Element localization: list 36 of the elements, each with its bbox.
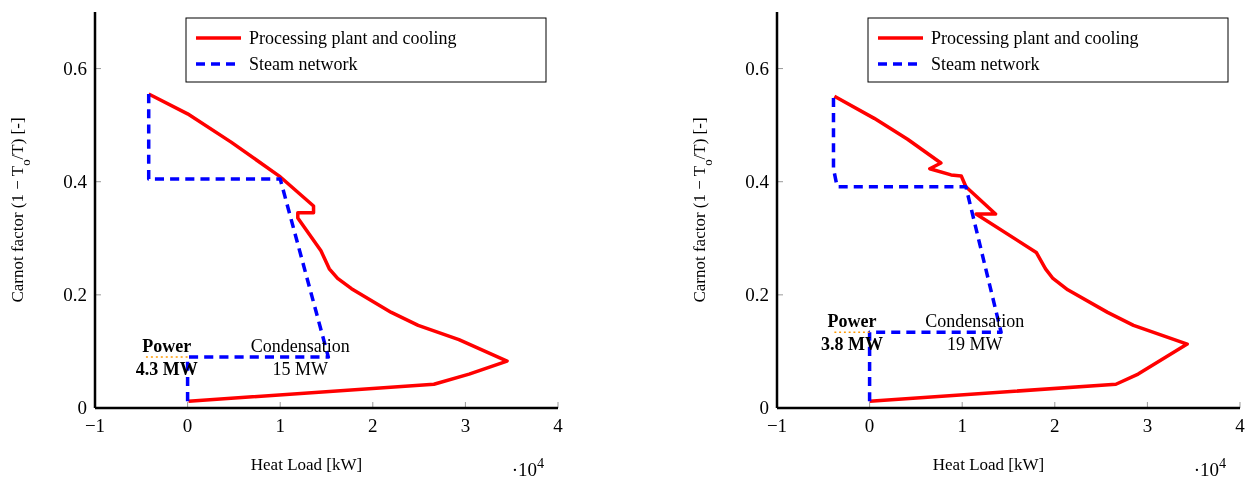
x-tick-label: 2 xyxy=(368,415,378,436)
y-tick-label: 0.4 xyxy=(745,170,770,192)
legend-label: Steam network xyxy=(249,54,358,74)
x-tick-label: 1 xyxy=(275,415,285,436)
x-tick-label: 0 xyxy=(864,415,875,436)
annotation: Condensation xyxy=(925,311,1025,332)
x-tick-label: 3 xyxy=(1142,415,1153,436)
x-tick-label: 0 xyxy=(182,415,193,436)
text: ·10$^{4}$ xyxy=(1193,455,1227,480)
y-tick-label: 0.4 xyxy=(63,170,88,192)
y-tick-label: 0 xyxy=(77,397,87,418)
x-axis-title: Heat Load [kW] xyxy=(932,455,1045,474)
annotation: 15 MW xyxy=(272,359,328,380)
y-tick-label: 0 xyxy=(759,397,769,418)
legend-label: Steam network xyxy=(931,54,1040,74)
x-axis-title: Heat Load [kW] xyxy=(250,455,363,474)
annotation: Power xyxy=(142,336,192,357)
x-tick-label: −1 xyxy=(84,415,106,436)
text: ·10$^{4}$ xyxy=(511,455,545,480)
annotation: Power xyxy=(827,311,877,332)
x-tick-label: 2 xyxy=(1050,415,1060,436)
annotation: 19 MW xyxy=(947,334,1003,355)
y-tick-label: 0.6 xyxy=(63,57,87,79)
y-tick-label: 0.6 xyxy=(745,57,769,79)
y-tick-label: 0.2 xyxy=(63,283,87,305)
annotation: 4.3 MW xyxy=(135,359,198,380)
legend-label: Processing plant and cooling xyxy=(249,28,457,48)
x-tick-label: 4 xyxy=(553,415,564,436)
x-tick-label: 1 xyxy=(957,415,967,436)
annotation: 3.8 MW xyxy=(821,334,884,355)
legend-label: Processing plant and cooling xyxy=(931,28,1139,48)
x-tick-label: 4 xyxy=(1235,415,1246,436)
annotation: Condensation xyxy=(250,336,350,357)
x-tick-label: −1 xyxy=(766,415,788,436)
y-tick-label: 0.2 xyxy=(745,283,769,305)
x-tick-label: 3 xyxy=(460,415,471,436)
